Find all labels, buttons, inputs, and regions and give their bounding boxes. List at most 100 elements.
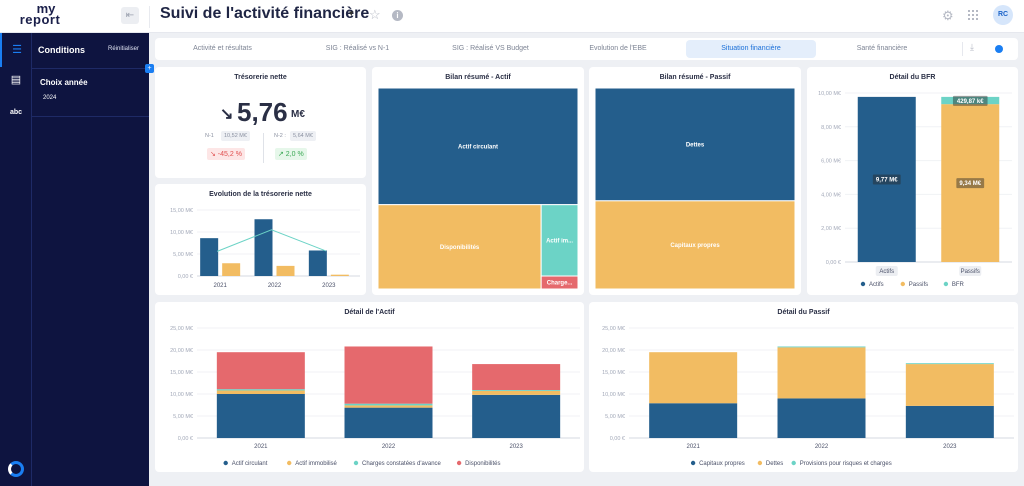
- bar-segment-capitaux-propres: [777, 398, 866, 438]
- filter-icon[interactable]: ☰: [0, 33, 32, 67]
- tab-situation-financiere[interactable]: Situation financière: [686, 40, 816, 58]
- logo-line-1: my: [36, 1, 56, 16]
- card-detail-passif: Détail du Passif 0,00 € 5,00 M€ 10,00 M€ 15…: [589, 302, 1018, 472]
- card-detail-bfr: Détail du BFR 0,00 € 2,00 M€ 4,00 M€ 6,00 M…: [807, 67, 1018, 295]
- bar-segment-passifs: [941, 104, 1000, 263]
- card-detail-actif: Détail de l'Actif 0,00 € 5,00 M€ 10,00 M€ 1…: [155, 302, 584, 472]
- logo-line-2: report: [19, 12, 61, 27]
- grid-icon[interactable]: [968, 10, 978, 20]
- bar-segment-actif-immobilise: [472, 390, 561, 395]
- y-tick-label: 25,00 M€: [170, 326, 193, 332]
- data-label-bg: [872, 174, 901, 185]
- bar-secondary: [222, 263, 241, 276]
- download-icon[interactable]: ⤓: [970, 42, 974, 52]
- bar-segment-charges-constatees-d-avance: [344, 403, 433, 406]
- gear-icon[interactable]: ⚙: [942, 8, 954, 23]
- legend-marker: [791, 460, 796, 466]
- divider: [263, 133, 264, 163]
- bar-segment-actif-immobilise: [216, 390, 305, 394]
- bar-secondary: [330, 274, 349, 276]
- tab-activite-resultats[interactable]: Activité et résultats: [193, 45, 252, 52]
- bar-tresorerie: [200, 238, 219, 276]
- y-tick-label: 10,00 M€: [170, 392, 193, 398]
- n1-value: 10,52 M€: [221, 131, 250, 141]
- divider: [32, 116, 149, 117]
- bar-segment-charges-constatees-d-avance: [472, 390, 561, 391]
- bar-segment-provisions-pour-risques-et-charges: [777, 346, 866, 348]
- add-icon[interactable]: +: [145, 64, 154, 73]
- y-tick-label: 2,00 M€: [821, 226, 841, 232]
- card-title: Trésorerie nette: [234, 74, 287, 81]
- treemap-label: Charge...: [547, 281, 573, 287]
- y-tick-label: 15,00 M€: [602, 370, 625, 376]
- bar-segment-actif-circulant: [472, 394, 561, 438]
- bar-segment-actifs: [857, 96, 916, 263]
- y-tick-label: 8,00 M€: [821, 125, 841, 131]
- x-tick-label: 2022: [382, 444, 396, 450]
- bar-segment-dettes: [905, 364, 994, 406]
- y-tick-label: 10,00 M€: [170, 230, 193, 236]
- y-tick-label: 0,00 €: [826, 260, 841, 266]
- card-title: Evolution de la trésorerie nette: [209, 191, 312, 198]
- tab-sante-financiere[interactable]: Santé financière: [856, 45, 908, 52]
- n2-delta-badge: ↗ 2,0 %: [275, 148, 307, 160]
- card-title: Détail de l'Actif: [344, 309, 395, 316]
- legend-label-dettes: Dettes: [766, 461, 783, 467]
- legend-label-passifs: Passifs: [909, 282, 928, 288]
- bar-segment-dettes: [777, 347, 866, 399]
- text-icon[interactable]: abc: [9, 109, 23, 116]
- y-tick-label: 0,00 €: [178, 274, 193, 280]
- bar-segment-actif-immobilise: [344, 405, 433, 408]
- bar-segment-disponibilites: [216, 352, 305, 390]
- bar-tresorerie: [254, 219, 273, 276]
- kpi-value: 5,76: [237, 97, 288, 127]
- panel-header: Conditions Réinitialiser: [32, 33, 149, 69]
- filter-value-year[interactable]: 2024: [43, 95, 57, 101]
- treemap-label: Disponibilités: [440, 245, 480, 251]
- panel-title: Conditions: [38, 45, 85, 55]
- legend-marker: [456, 460, 462, 466]
- bar-tresorerie: [308, 250, 327, 276]
- reset-button[interactable]: Réinitialiser: [108, 46, 140, 52]
- top-bar: my report ⇤ Suivi de l'activité financiè…: [0, 0, 1024, 33]
- card-bilan-passif: Bilan résumé - Passif Dettes Capitaux pro…: [589, 67, 801, 295]
- y-tick-label: 20,00 M€: [170, 348, 193, 354]
- y-tick-label: 10,00 M€: [818, 91, 841, 97]
- kpi-unit: M€: [291, 109, 305, 120]
- divider: [149, 6, 150, 28]
- data-label: 9,34 M€: [959, 181, 981, 187]
- legend-marker: [943, 281, 949, 287]
- comment-icon[interactable]: ▤: [10, 74, 22, 86]
- tab-evolution-ebe[interactable]: Evolution de l'EBE: [589, 45, 647, 52]
- play-icon[interactable]: [995, 45, 1003, 53]
- x-tick-label: 2023: [943, 444, 957, 450]
- legend-label-provisions-pour-risques-et-charges: Provisions pour risques et charges: [800, 461, 892, 467]
- x-tick-label: 2022: [268, 283, 282, 289]
- y-tick-label: 4,00 M€: [821, 192, 841, 198]
- info-icon[interactable]: i: [392, 10, 403, 21]
- sidebar-collapse-icon[interactable]: ⇤: [121, 7, 139, 24]
- tab-sig-n1[interactable]: SIG : Réalisé vs N-1: [325, 45, 390, 52]
- card-title: Détail du Passif: [777, 309, 830, 316]
- chart-evolution-tresorerie: 0,00 € 5,00 M€ 10,00 M€ 15,00 M€ 2021 2022 202…: [170, 208, 360, 289]
- avatar[interactable]: RC: [993, 5, 1013, 25]
- legend-marker: [690, 460, 696, 466]
- x-tick-bg: [875, 266, 898, 276]
- y-tick-label: 10,00 M€: [602, 392, 625, 398]
- card-evolution-tresorerie: Evolution de la trésorerie nette 0,00 € 5…: [155, 184, 366, 295]
- x-tick-label: 2021: [213, 283, 227, 289]
- bar-segment-actif-circulant: [216, 394, 305, 438]
- treemap-cell-dettes: [594, 87, 796, 202]
- chevron-down-icon[interactable]: ▾: [349, 8, 354, 18]
- bar-segment-dettes: [649, 352, 738, 404]
- bar-segment-capitaux-propres: [905, 405, 994, 438]
- myreport-logo[interactable]: my report: [10, 1, 70, 31]
- tab-sig-budget[interactable]: SIG : Réalisé VS Budget: [452, 45, 529, 52]
- legend-label-capitaux-propres: Capitaux propres: [699, 461, 745, 467]
- y-tick-label: 5,00 M€: [173, 414, 193, 420]
- icon-rail: ☰ ▤ abc: [0, 33, 32, 486]
- legend-marker: [287, 460, 292, 466]
- chart-detail-actif: 0,00 € 5,00 M€ 10,00 M€ 15,00 M€ 20,00 M€ 25,…: [170, 326, 580, 467]
- star-icon[interactable]: ☆: [369, 7, 381, 22]
- page-title[interactable]: Suivi de l'activité financière: [160, 5, 370, 22]
